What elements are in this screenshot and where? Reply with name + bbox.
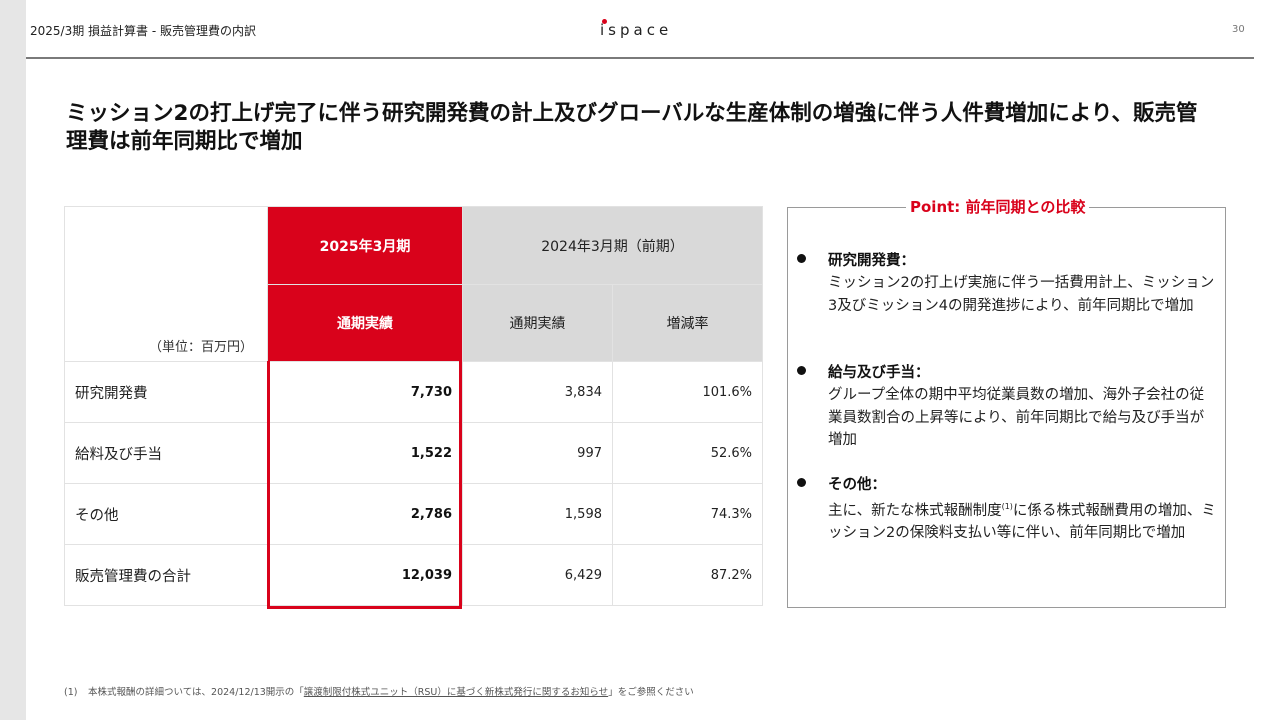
change-value: 74.3% [611, 483, 764, 545]
footnote-ref: (1) [1001, 502, 1013, 511]
page-number: 30 [1232, 24, 1245, 35]
footnote-number: (1) [64, 687, 78, 698]
footnote-text: 本株式報酬の詳細ついては、2024/12/13開示の「 [88, 687, 304, 698]
ispace-logo: ispace [600, 19, 673, 44]
point-item: 研究開発費： ミッション2の打上げ実施に伴う一括費用計上、ミッション3及びミッシ… [797, 250, 1217, 317]
header-divider [26, 57, 1254, 59]
table-row: その他 2,786 1,598 74.3% [64, 483, 764, 545]
table-subheader-row: 通期実績 通期実績 増減率 [65, 284, 764, 362]
change-value: 87.2% [611, 544, 764, 606]
row-label: 販売管理費の合計 [64, 544, 268, 606]
point-item-heading: 給与及び手当： [828, 365, 930, 381]
previous-value: 3,834 [462, 361, 613, 423]
previous-period-header: 2024年3月期（前期） [461, 206, 764, 285]
current-value: 7,730 [267, 361, 463, 423]
current-actual-header: 通期実績 [267, 284, 463, 362]
body-text: 主に、新たな株式報酬制度 [828, 502, 1002, 519]
footnote-text: 」をご参照ください [608, 687, 694, 698]
footnote: (1) 本株式報酬の詳細ついては、2024/12/13開示の「譲渡制限付株式ユニッ… [64, 684, 694, 698]
logo-text: ispace [600, 21, 673, 39]
point-item: その他： 主に、新たな株式報酬制度(1)に係る株式報酬費用の増加、ミッション2の… [797, 474, 1217, 545]
row-label: 給料及び手当 [64, 422, 268, 484]
sga-breakdown-table: （単位：百万円） 2025年3月期 2024年3月期（前期） 通期実績 通期実績… [64, 206, 764, 606]
previous-value: 1,598 [462, 483, 613, 545]
change-value: 52.6% [611, 422, 764, 484]
previous-value: 997 [462, 422, 613, 484]
point-item-body: グループ全体の期中平均従業員数の増加、海外子会社の従業員数割合の上昇等により、前… [828, 387, 1205, 448]
point-title: Point: 前年同期との比較 [906, 196, 1090, 217]
row-label: その他 [64, 483, 268, 545]
bullet-icon [797, 366, 806, 375]
row-label: 研究開発費 [64, 361, 268, 423]
change-rate-header: 増減率 [611, 284, 764, 362]
unit-label: （単位：百万円） [64, 206, 268, 362]
bullet-icon [797, 478, 806, 487]
point-item-body: ミッション2の打上げ実施に伴う一括費用計上、ミッション3及びミッション4の開発進… [828, 275, 1215, 314]
table-row-total: 販売管理費の合計 12,039 6,429 87.2% [64, 544, 764, 606]
point-item-heading: 研究開発費： [828, 253, 915, 269]
current-value: 12,039 [267, 544, 463, 606]
header-title: 2025/3期 損益計算書 - 販売管理費の内訳 [30, 24, 256, 38]
point-item: 給与及び手当： グループ全体の期中平均従業員数の増加、海外子会社の従業員数割合の… [797, 362, 1217, 452]
table-header-row: （単位：百万円） 2025年3月期 2024年3月期（前期） [64, 206, 764, 362]
table-row: 研究開発費 7,730 3,834 101.6% [64, 361, 764, 423]
point-item-body: 主に、新たな株式報酬制度(1)に係る株式報酬費用の増加、ミッション2の保険料支払… [828, 496, 1217, 545]
left-margin-bar [0, 0, 26, 720]
previous-actual-header: 通期実績 [462, 284, 613, 362]
current-value: 2,786 [267, 483, 463, 545]
bullet-icon [797, 254, 806, 263]
change-value: 101.6% [611, 361, 764, 423]
previous-value: 6,429 [462, 544, 613, 606]
table-row: 給料及び手当 1,522 997 52.6% [64, 422, 764, 484]
logo-dot-icon [602, 19, 607, 24]
current-value: 1,522 [267, 422, 463, 484]
page-headline: ミッション2の打上げ完了に伴う研究開発費の計上及びグローバルな生産体制の増強に伴… [66, 101, 1198, 154]
footnote-link[interactable]: 譲渡制限付株式ユニット（RSU）に基づく新株式発行に関するお知らせ [303, 687, 609, 698]
current-period-header: 2025年3月期 [267, 206, 463, 285]
point-item-heading: その他： [828, 477, 886, 493]
body-text: に係る株式報酬費用の増加、ミッション2の保険料支払い等に伴い、前年同期比で増加 [828, 502, 1216, 542]
